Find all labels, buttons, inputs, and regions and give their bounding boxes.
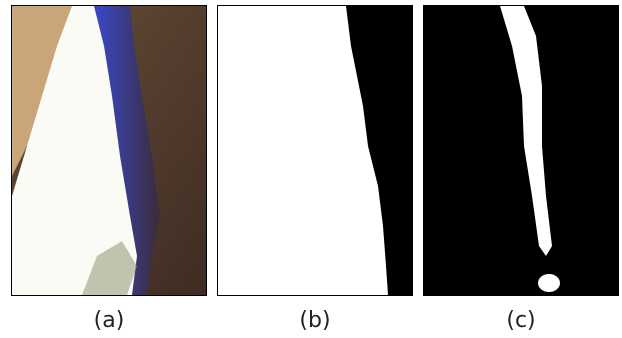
caption: (b) bbox=[217, 308, 413, 333]
caption: (c) bbox=[423, 308, 619, 333]
photo bbox=[12, 6, 206, 295]
figure: (a) (b) (c) bbox=[0, 0, 622, 338]
boundary bbox=[424, 6, 618, 295]
mask-panel bbox=[217, 5, 413, 296]
photo-panel bbox=[11, 5, 207, 296]
boundary-panel bbox=[423, 5, 619, 296]
caption: (a) bbox=[11, 308, 207, 333]
mask bbox=[218, 6, 412, 295]
